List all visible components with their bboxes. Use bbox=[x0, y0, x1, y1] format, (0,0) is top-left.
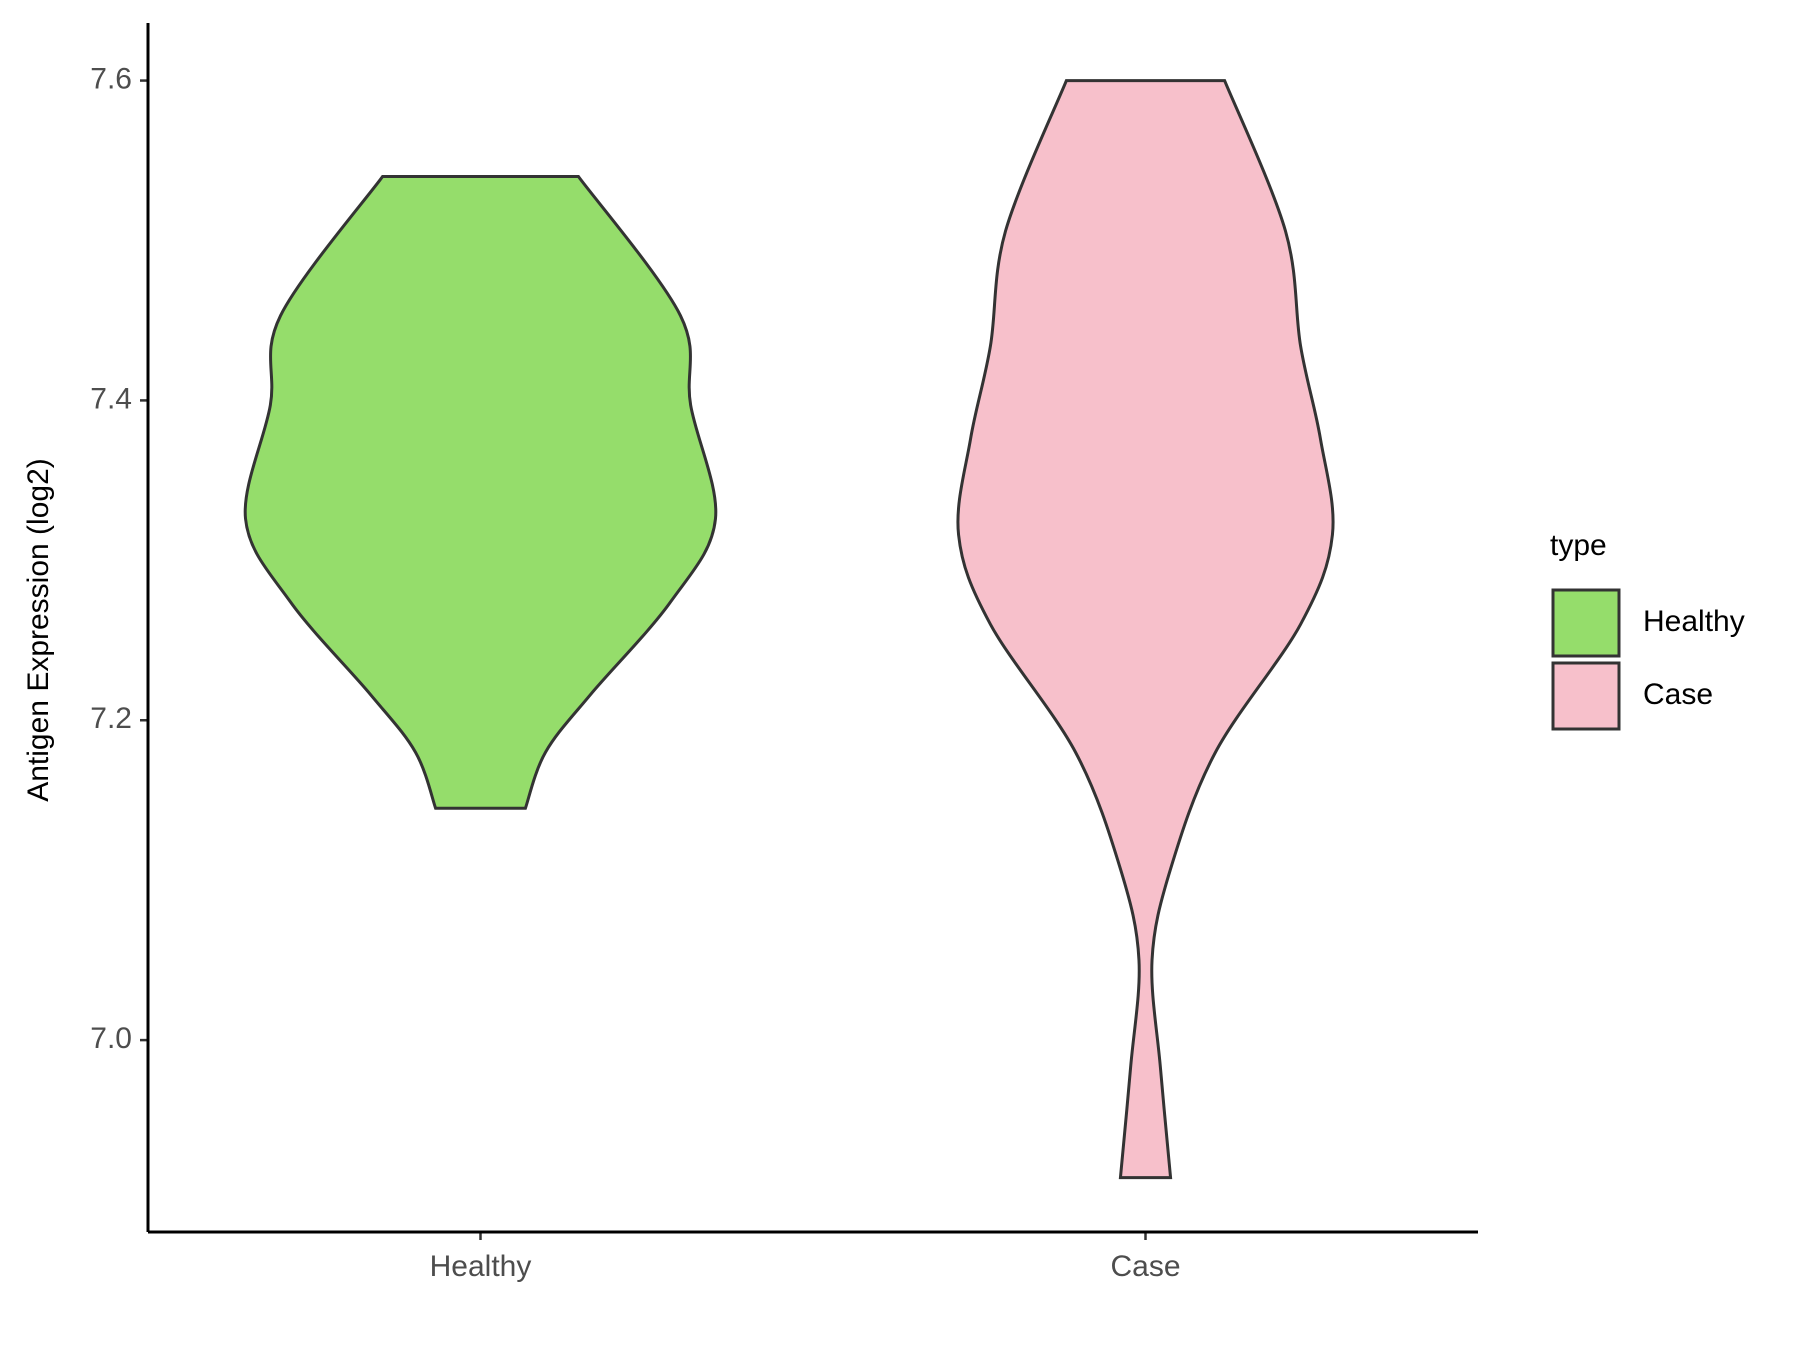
y-tick-label: 7.2 bbox=[90, 702, 132, 735]
y-axis-title: Antigen Expression (log2) bbox=[22, 458, 55, 802]
x-tick-label: Case bbox=[1110, 1250, 1180, 1283]
legend-label: Healthy bbox=[1643, 605, 1745, 638]
y-tick-label: 7.0 bbox=[90, 1022, 132, 1055]
legend-label: Case bbox=[1643, 678, 1713, 711]
y-tick-label: 7.4 bbox=[90, 382, 132, 415]
legend-key bbox=[1551, 588, 1621, 658]
violin bbox=[956, 79, 1335, 1180]
violin bbox=[243, 175, 718, 810]
y-tick-label: 7.6 bbox=[90, 62, 132, 95]
legend-title: type bbox=[1550, 529, 1607, 562]
x-tick-label: Healthy bbox=[430, 1250, 532, 1283]
legend-key bbox=[1551, 661, 1621, 731]
